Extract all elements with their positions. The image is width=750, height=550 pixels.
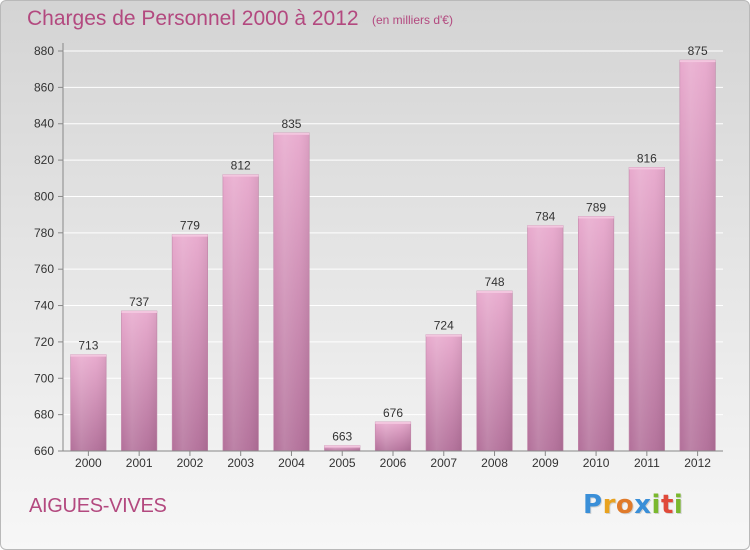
y-tick-label: 840 (34, 117, 54, 131)
data-label: 779 (180, 219, 200, 233)
data-label: 713 (78, 339, 98, 353)
x-tick-label: 2007 (430, 456, 457, 470)
x-tick-label: 2001 (126, 456, 153, 470)
y-tick-label: 800 (34, 189, 54, 203)
y-tick-label: 780 (34, 226, 54, 240)
x-tick-label: 2005 (329, 456, 356, 470)
bar-shine (679, 60, 716, 451)
data-label: 784 (535, 210, 555, 224)
x-tick-label: 2006 (380, 456, 407, 470)
bar-top-edge (527, 225, 564, 228)
bar-top-edge (476, 291, 513, 293)
y-tick-label: 700 (34, 371, 54, 385)
bar-top-edge (679, 60, 716, 63)
data-label: 676 (383, 406, 403, 420)
data-label: 663 (332, 430, 352, 444)
bar-top-edge (578, 216, 614, 219)
y-tick-labels: 660 680 700 720 740 760 780 800 820 840 860 880 (34, 44, 54, 458)
bar-shine (375, 421, 411, 451)
data-label: 748 (485, 275, 505, 289)
bar-shine (629, 167, 665, 451)
data-label: 835 (281, 117, 301, 131)
x-tick-label: 2008 (481, 456, 508, 470)
y-tick-label: 880 (34, 44, 54, 58)
logo-letter: P (583, 490, 603, 520)
bar-shine (527, 225, 564, 451)
logo-letter: t (660, 490, 674, 520)
bar-shine (578, 216, 614, 451)
bar-shine (324, 445, 360, 451)
bar-shine (426, 334, 462, 451)
data-label: 789 (586, 200, 606, 214)
y-tick-label: 680 (34, 408, 54, 422)
data-label: 812 (231, 159, 251, 173)
bar-shine (172, 234, 208, 451)
bar-shine (222, 174, 259, 452)
gridlines (58, 50, 723, 452)
logo-letter: i (673, 490, 684, 520)
x-tick-labels: 2000 2001 2002 2003 2004 2005 2006 2007 2008 2009… (75, 451, 711, 470)
y-tick-label: 760 (34, 262, 54, 276)
logo-letter: i (651, 490, 661, 520)
bars (70, 59, 716, 452)
bar-top-edge (375, 421, 411, 424)
commune-name: AIGUES-VIVES (29, 495, 167, 517)
data-labels: 713 737 779 812 835 663 676 724 748 784 789 816 875 (78, 44, 708, 443)
bar-shine (476, 291, 513, 451)
bar-top-edge (629, 167, 665, 170)
bar-top-edge (324, 445, 360, 448)
y-tick-label: 820 (34, 153, 54, 167)
chart-title: Charges de Personnel 2000 à 2012 (27, 7, 359, 30)
bar-shine (273, 132, 310, 451)
logo-letter: r (602, 490, 616, 520)
y-tick-label: 860 (34, 80, 54, 94)
y-tick-label: 720 (34, 335, 54, 349)
x-tick-label: 2012 (684, 456, 711, 470)
bar-top-edge (172, 234, 208, 237)
x-tick-label: 2000 (75, 456, 102, 470)
logo-letter: o (615, 490, 635, 520)
bar-top-edge (426, 334, 462, 337)
bar-shine (70, 354, 107, 451)
y-tick-label: 740 (34, 299, 54, 313)
axes (62, 43, 723, 452)
data-label: 724 (434, 319, 454, 333)
x-tick-label: 2011 (634, 456, 660, 470)
bar-top-edge (121, 311, 157, 313)
x-tick-label: 2010 (583, 456, 610, 470)
x-tick-label: 2004 (278, 456, 305, 470)
bar-top-edge (273, 132, 310, 135)
bar-shine (121, 311, 157, 451)
x-tick-label: 2009 (532, 456, 559, 470)
data-label: 816 (637, 151, 657, 165)
x-tick-label: 2002 (177, 456, 204, 470)
logo-letter: x (634, 490, 652, 520)
data-label: 875 (688, 44, 708, 58)
bar-top-edge (222, 174, 259, 177)
chart-unit-note: (en milliers d'€) (372, 13, 453, 27)
proxiti-logo: Proxiti (583, 490, 683, 520)
bar-top-edge (70, 354, 107, 357)
y-tick-label: 660 (34, 444, 54, 458)
data-label: 737 (129, 295, 149, 309)
x-tick-label: 2003 (227, 456, 254, 470)
